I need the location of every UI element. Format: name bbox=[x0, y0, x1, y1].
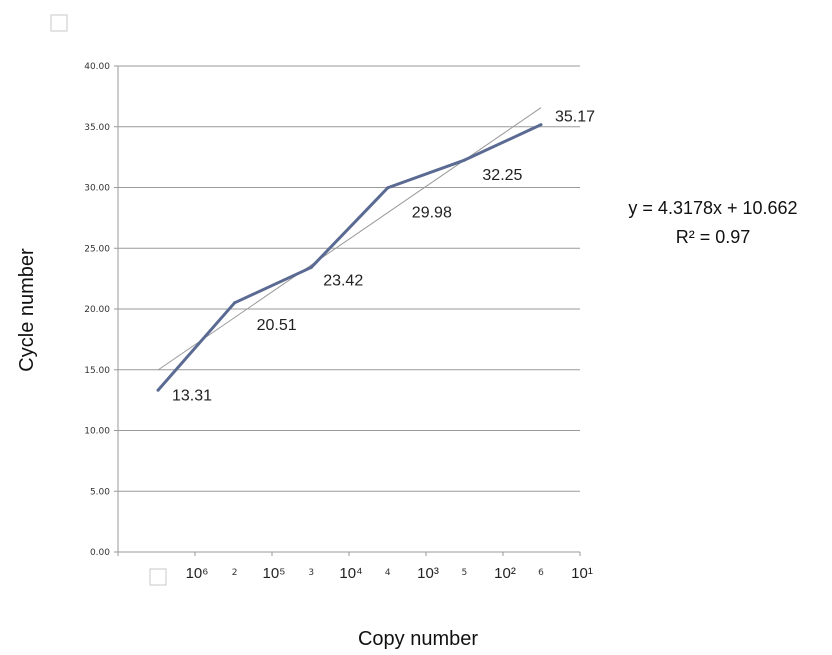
series bbox=[156, 123, 543, 392]
data-point-1 bbox=[156, 388, 160, 392]
axes bbox=[114, 65, 581, 556]
y-tick-label-2: 10.00 bbox=[84, 427, 110, 437]
series-line bbox=[156, 123, 542, 392]
gridlines bbox=[118, 65, 580, 492]
y-tick-label-0: 0.00 bbox=[90, 548, 110, 558]
copy-number-label-5: 10¹ bbox=[571, 565, 593, 582]
data-labels: 13.31 20.51 23.42 29.98 32.25 35.17 bbox=[172, 109, 595, 405]
trendline-r-squared: R² = 0.97 bbox=[676, 227, 751, 247]
copy-number-label-1: 10⁵ bbox=[263, 565, 286, 582]
copy-number-label-3: 10³ bbox=[417, 565, 439, 582]
checkbox-icon-top bbox=[50, 14, 68, 32]
y-tick-label-7: 35.00 bbox=[84, 123, 110, 133]
x-category-tick-2: 2 bbox=[232, 568, 238, 578]
copy-number-label-2: 10⁴ bbox=[339, 565, 362, 582]
data-point-2 bbox=[233, 301, 237, 305]
data-label-3: 23.42 bbox=[323, 272, 363, 289]
x-category-tick-6: 6 bbox=[538, 568, 544, 578]
data-label-6: 35.17 bbox=[555, 109, 595, 126]
data-label-1: 13.31 bbox=[172, 387, 212, 404]
y-tick-label-6: 30.00 bbox=[84, 184, 110, 194]
y-tick-label-3: 15.00 bbox=[84, 366, 110, 376]
trendline bbox=[157, 107, 542, 371]
x-category-tick-3: 3 bbox=[308, 568, 314, 578]
y-tick-label-1: 5.00 bbox=[90, 487, 110, 497]
x-category-tick-4: 4 bbox=[385, 568, 391, 578]
data-point-4 bbox=[386, 186, 390, 190]
y-tick-label-8: 40.00 bbox=[84, 62, 110, 72]
y-tick-labels: 0.00 5.00 10.00 15.00 20.00 25.00 30.00 35.00 40… bbox=[84, 62, 110, 558]
copy-number-label-4: 10² bbox=[494, 565, 516, 582]
data-label-2: 20.51 bbox=[257, 317, 297, 334]
y-axis-title: Cycle number bbox=[16, 248, 38, 372]
checkbox-icon-bottom bbox=[149, 568, 167, 586]
data-label-4: 29.98 bbox=[412, 205, 452, 222]
data-label-5: 32.25 bbox=[482, 167, 522, 184]
data-point-3 bbox=[309, 265, 313, 269]
copy-number-label-0: 10⁶ bbox=[186, 565, 209, 582]
data-point-6 bbox=[539, 123, 543, 127]
trendline-equation: y = 4.3178x + 10.662 bbox=[628, 198, 797, 218]
x-axis-title: Copy number bbox=[358, 628, 478, 650]
x-tick-labels: 12345610⁶10⁵10⁴10³10²10¹ bbox=[155, 565, 593, 582]
trendline-line bbox=[157, 107, 542, 371]
y-tick-label-4: 20.00 bbox=[84, 305, 110, 315]
y-tick-label-5: 25.00 bbox=[84, 244, 110, 254]
x-category-tick-5: 5 bbox=[462, 568, 468, 578]
data-point-5 bbox=[462, 158, 466, 162]
